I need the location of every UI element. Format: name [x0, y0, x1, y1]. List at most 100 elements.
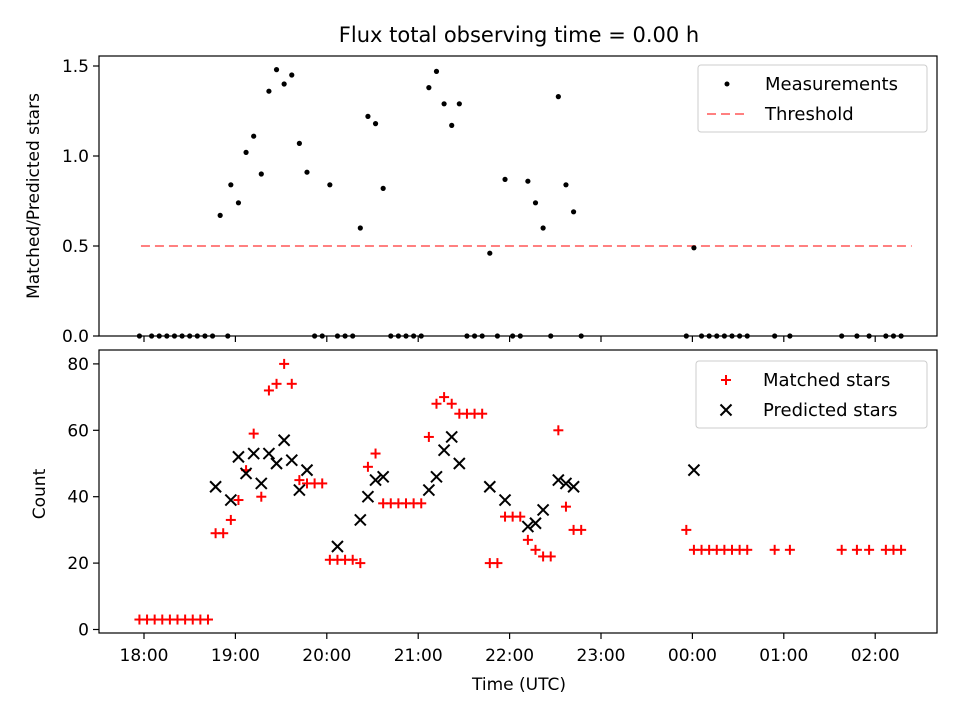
predicted-star-point: [262, 447, 276, 460]
x-tick-label: 00:00: [668, 646, 717, 666]
measurement-point: [388, 333, 394, 339]
measurement-point: [883, 333, 889, 339]
measurement-point: [471, 333, 478, 339]
measurement-point: [194, 333, 200, 339]
matched-star-point: [347, 554, 358, 565]
predicted-star-point: [422, 483, 436, 497]
predicted-star-point: [430, 470, 443, 483]
predicted-star-point: [354, 513, 367, 527]
matched-star-point: [522, 534, 533, 545]
measurement-point: [357, 225, 363, 231]
measurement-point: [479, 333, 485, 339]
top-y-tick-label: 1.5: [62, 57, 89, 77]
measurement-point: [426, 85, 432, 91]
predicted-star-point: [361, 490, 375, 503]
measurement-point: [449, 122, 455, 128]
x-axis-label: Time (UTC): [471, 675, 566, 695]
legend-predicted-marker: [719, 403, 733, 417]
legend-matched-plus: [721, 375, 731, 385]
top-legend: Measurements Threshold: [697, 64, 928, 133]
predicted-star-point: [255, 477, 268, 490]
measurement-point: [202, 333, 208, 339]
matched-star-point: [256, 491, 267, 502]
measurement-point: [372, 121, 379, 127]
bottom-panel: 0 20 40 60 80 18:00 19:00 20:00 21:00 22:00 23:00…: [30, 349, 938, 695]
measurement-point: [563, 182, 569, 188]
measurement-point: [525, 178, 531, 184]
matched-star-point: [553, 425, 564, 436]
matched-star-point: [271, 378, 282, 389]
matched-star-point: [769, 544, 780, 555]
bottom-legend: Matched stars Predicted stars: [695, 360, 928, 429]
legend-matched-label: Matched stars: [763, 370, 890, 391]
matched-star-point: [362, 461, 373, 472]
measurement-point: [171, 333, 178, 339]
matched-star-point: [576, 524, 587, 535]
matched-star-point: [225, 514, 236, 525]
measurement-point: [403, 333, 409, 339]
predicted-star-point: [247, 447, 260, 460]
measurement-point: [258, 171, 264, 177]
matched-star-point: [286, 378, 297, 389]
measurement-point: [464, 333, 470, 339]
bottom-legend-box: [695, 360, 928, 429]
legend-predicted-label: Predicted stars: [763, 400, 897, 421]
measurement-point: [510, 333, 516, 339]
top-y-tick-label: 1.0: [62, 147, 89, 167]
measurement-point: [548, 333, 554, 339]
measurement-point: [433, 68, 440, 74]
measurement-point: [578, 333, 584, 339]
measurement-point: [251, 133, 257, 139]
matched-star-point: [492, 558, 503, 569]
measurement-point: [273, 67, 280, 73]
predicted-star-point: [300, 463, 314, 477]
measurement-point: [350, 333, 356, 339]
predicted-star-points: [209, 430, 701, 553]
measurement-point: [319, 333, 325, 339]
x-tick-label: 02:00: [851, 646, 900, 666]
measurement-point: [304, 169, 310, 175]
matched-star-point: [439, 392, 450, 403]
measurement-point: [698, 333, 705, 339]
measurement-point: [787, 333, 793, 339]
matched-star-point: [248, 428, 259, 439]
measurement-points: [136, 67, 904, 339]
matched-star-point: [202, 614, 213, 625]
measurement-point: [312, 333, 318, 339]
top-y-ticks: 0.0 0.5 1.0 1.5: [62, 57, 99, 347]
predicted-star-point: [559, 477, 573, 490]
matched-star-point: [294, 475, 305, 486]
matched-star-point: [896, 544, 907, 555]
measurement-point: [179, 333, 185, 339]
matched-star-point: [416, 498, 427, 509]
measurement-point: [342, 333, 348, 339]
top-panel: 0.0 0.5 1.0 1.5 Matched/Predicted stars Mea…: [24, 55, 938, 347]
matched-star-point: [530, 544, 541, 555]
predicted-star-point: [567, 480, 580, 493]
predicted-star-point: [293, 483, 306, 497]
matched-star-point: [355, 558, 366, 569]
measurement-point: [266, 88, 272, 94]
matched-star-point: [560, 501, 571, 512]
measurement-point: [327, 182, 333, 188]
matched-star-point: [784, 544, 795, 555]
matched-star-point: [423, 431, 434, 442]
x-tick-label: 19:00: [211, 646, 260, 666]
bottom-plot-frame: [98, 349, 938, 634]
predicted-star-point: [687, 463, 701, 477]
top-y-axis-label: Matched/Predicted stars: [24, 93, 44, 299]
measurement-point: [898, 333, 904, 339]
bottom-y-tick-label: 0: [78, 621, 89, 641]
legend-measurements-marker: [724, 81, 730, 87]
measurement-point: [866, 333, 872, 339]
measurement-point: [418, 333, 424, 339]
predicted-star-point: [270, 457, 283, 470]
measurement-point: [228, 182, 234, 188]
matched-star-point: [446, 398, 457, 409]
measurement-point: [164, 333, 170, 339]
measurement-point: [281, 81, 287, 87]
matched-star-point: [515, 511, 526, 522]
measurement-point: [217, 212, 223, 218]
measurement-point: [721, 333, 727, 339]
matched-star-point: [431, 398, 442, 409]
